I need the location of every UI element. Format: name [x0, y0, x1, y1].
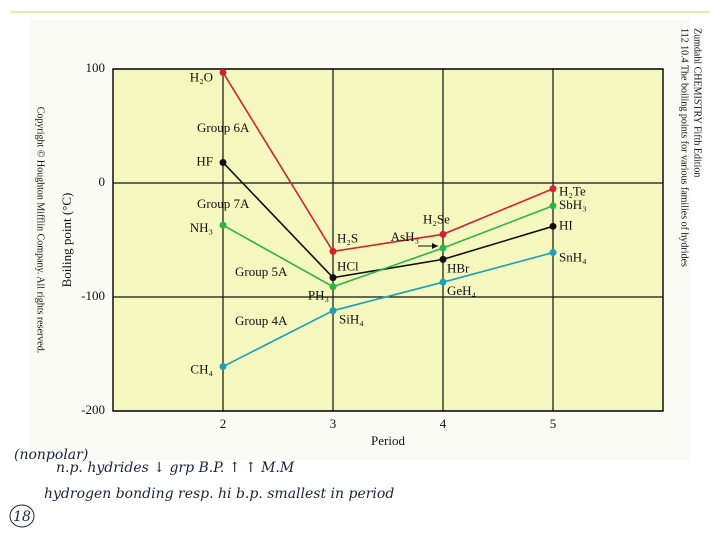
series-line	[222, 72, 554, 253]
data-point	[549, 185, 557, 193]
data-point	[549, 202, 557, 210]
copyright: Copyright © Houghton Mifflin Company. Al…	[35, 107, 46, 353]
point-label: PH₃	[308, 288, 329, 303]
series-line	[222, 161, 554, 279]
data-point	[329, 307, 337, 315]
plot-area	[112, 68, 664, 412]
point-label: GeH₄	[447, 283, 477, 298]
y-tick-label: 100	[86, 60, 106, 75]
data-point	[329, 283, 337, 291]
point-label: SnH₄	[559, 250, 587, 265]
point-label: SiH₄	[339, 312, 364, 327]
point-label: AsH₃	[391, 229, 419, 244]
data-point	[549, 249, 557, 257]
data-point	[329, 274, 337, 282]
handwriting: (nonpolar)	[14, 447, 88, 463]
point-label: H₂O	[190, 69, 213, 84]
point-label: HI	[559, 217, 573, 232]
point-label: H₂S	[337, 230, 358, 245]
handwriting: 18	[13, 509, 31, 525]
data-point	[329, 247, 337, 255]
data-point	[439, 244, 447, 252]
y-axis-label: Boiling point (°C)	[59, 193, 74, 288]
x-tick-label: 2	[220, 416, 227, 431]
x-tick-label: 5	[550, 416, 557, 431]
series-line	[222, 251, 554, 368]
group-label: Group 6A	[197, 120, 250, 135]
point-label: HF	[196, 153, 213, 168]
point-label: HBr	[447, 260, 470, 275]
data-point	[219, 363, 227, 371]
data-point	[549, 222, 557, 230]
circle	[9, 504, 35, 528]
handwriting: n.p. hydrides ↓ grp B.P. ↑ ↑ M.M	[56, 460, 295, 476]
data-point	[219, 221, 227, 229]
book-line: Zumdahl CHEMISTRY Fifth Edition	[692, 28, 703, 177]
point-label: NH₃	[190, 220, 213, 235]
x-tick-label: 3	[330, 416, 337, 431]
point-label: SbH₃	[559, 197, 587, 212]
point-label: H₂Se	[423, 211, 450, 226]
book-line: 112 10.4 The boiling points for various …	[679, 28, 690, 267]
data-point	[439, 278, 447, 286]
point-label: CH₄	[190, 362, 213, 377]
y-tick-label: 0	[99, 174, 106, 189]
group-label: Group 5A	[235, 264, 288, 279]
handwriting: hydrogen bonding resp. hi b.p. smallest …	[44, 486, 394, 502]
group-label: Group 4A	[235, 313, 288, 328]
group-label: Group 7A	[197, 196, 250, 211]
data-point	[439, 255, 447, 263]
point-label: H₂Te	[559, 184, 586, 199]
y-tick-label: -100	[81, 288, 105, 303]
y-tick-label: -200	[81, 402, 105, 417]
point-label: HCl	[337, 259, 359, 274]
x-tick-label: 4	[440, 416, 447, 431]
data-point	[439, 230, 447, 238]
data-point	[219, 158, 227, 166]
x-axis-label: Period	[371, 433, 405, 448]
arrow-head	[432, 243, 438, 249]
data-point	[219, 68, 227, 76]
series-line	[222, 205, 554, 288]
